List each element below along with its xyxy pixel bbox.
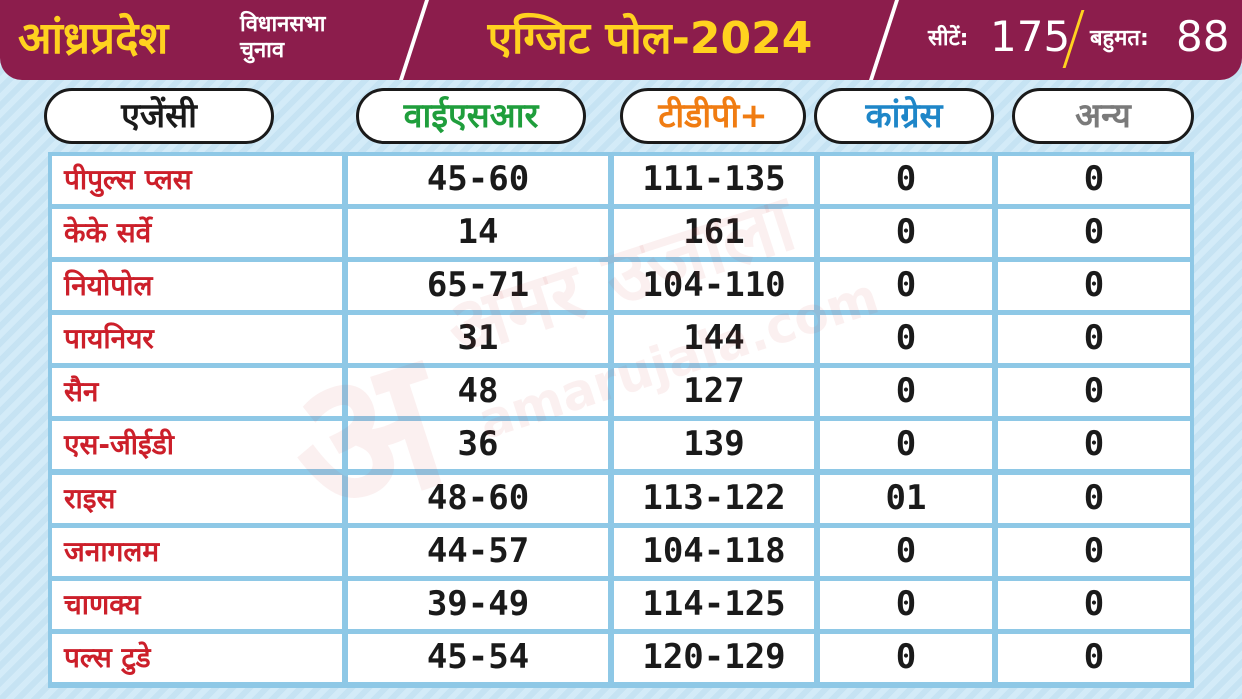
cell-ysr: 44-57 [348, 528, 608, 576]
election-type: विधानसभा चुनाव [240, 12, 390, 64]
cell-others: 0 [998, 475, 1190, 523]
cell-others: 0 [998, 262, 1190, 310]
cell-others: 0 [998, 634, 1190, 682]
cell-agency: जनागलम [52, 528, 342, 576]
cell-congress: 0 [820, 581, 992, 629]
majority-value: 88 [1176, 12, 1230, 61]
cell-agency: सैन [52, 368, 342, 416]
seats-value: 175 [990, 12, 1071, 61]
cell-agency: पल्स टुडे [52, 634, 342, 682]
cell-ysr: 39-49 [348, 581, 608, 629]
cell-ysr: 31 [348, 315, 608, 363]
cell-agency: पीपुल्स प्लस [52, 156, 342, 204]
majority-label: बहुमत: [1090, 26, 1149, 51]
cell-ysr: 45-60 [348, 156, 608, 204]
cell-agency: केके सर्वे [52, 209, 342, 257]
cell-tdp: 127 [614, 368, 814, 416]
cell-ysr: 14 [348, 209, 608, 257]
cell-others: 0 [998, 528, 1190, 576]
exit-poll-table: पीपुल्स प्लस 45-60 111-135 0 0 केके सर्वे 14 16… [48, 152, 1194, 688]
cell-agency: पायनियर [52, 315, 342, 363]
column-header-agency: एजेंसी [44, 88, 274, 144]
cell-tdp: 144 [614, 315, 814, 363]
election-type-line1: विधानसभा [240, 12, 326, 37]
cell-others: 0 [998, 581, 1190, 629]
cell-tdp: 104-110 [614, 262, 814, 310]
column-header-ysr: वाईएसआर [356, 88, 586, 144]
cell-tdp: 104-118 [614, 528, 814, 576]
column-header-tdp: टीडीपी+ [620, 88, 806, 144]
seats-label: सीटें: [928, 26, 969, 51]
header-divider [869, 0, 899, 80]
cell-ysr: 48 [348, 368, 608, 416]
cell-congress: 0 [820, 368, 992, 416]
cell-others: 0 [998, 156, 1190, 204]
cell-agency: एस-जीईडी [52, 421, 342, 469]
election-type-line2: चुनाव [240, 38, 285, 63]
cell-tdp: 114-125 [614, 581, 814, 629]
state-title: आंध्रप्रदेश [18, 13, 169, 64]
cell-congress: 0 [820, 528, 992, 576]
header-divider [399, 0, 429, 80]
cell-others: 0 [998, 315, 1190, 363]
cell-others: 0 [998, 209, 1190, 257]
cell-tdp: 111-135 [614, 156, 814, 204]
cell-congress: 0 [820, 421, 992, 469]
page-title: एग्जिट पोल-2024 [487, 13, 813, 64]
cell-others: 0 [998, 368, 1190, 416]
cell-tdp: 113-122 [614, 475, 814, 523]
cell-agency: राइस [52, 475, 342, 523]
cell-ysr: 45-54 [348, 634, 608, 682]
cell-others: 0 [998, 421, 1190, 469]
cell-agency: नियोपोल [52, 262, 342, 310]
cell-congress: 0 [820, 209, 992, 257]
cell-congress: 0 [820, 634, 992, 682]
cell-congress: 0 [820, 315, 992, 363]
cell-ysr: 65-71 [348, 262, 608, 310]
column-header-others: अन्य [1012, 88, 1194, 144]
cell-congress: 0 [820, 262, 992, 310]
column-header-congress: कांग्रेस [814, 88, 994, 144]
cell-congress: 01 [820, 475, 992, 523]
cell-tdp: 120-129 [614, 634, 814, 682]
cell-agency: चाणक्य [52, 581, 342, 629]
header-banner: आंध्रप्रदेश विधानसभा चुनाव एग्जिट पोल-20… [0, 0, 1242, 80]
cell-ysr: 48-60 [348, 475, 608, 523]
cell-ysr: 36 [348, 421, 608, 469]
cell-congress: 0 [820, 156, 992, 204]
cell-tdp: 161 [614, 209, 814, 257]
cell-tdp: 139 [614, 421, 814, 469]
